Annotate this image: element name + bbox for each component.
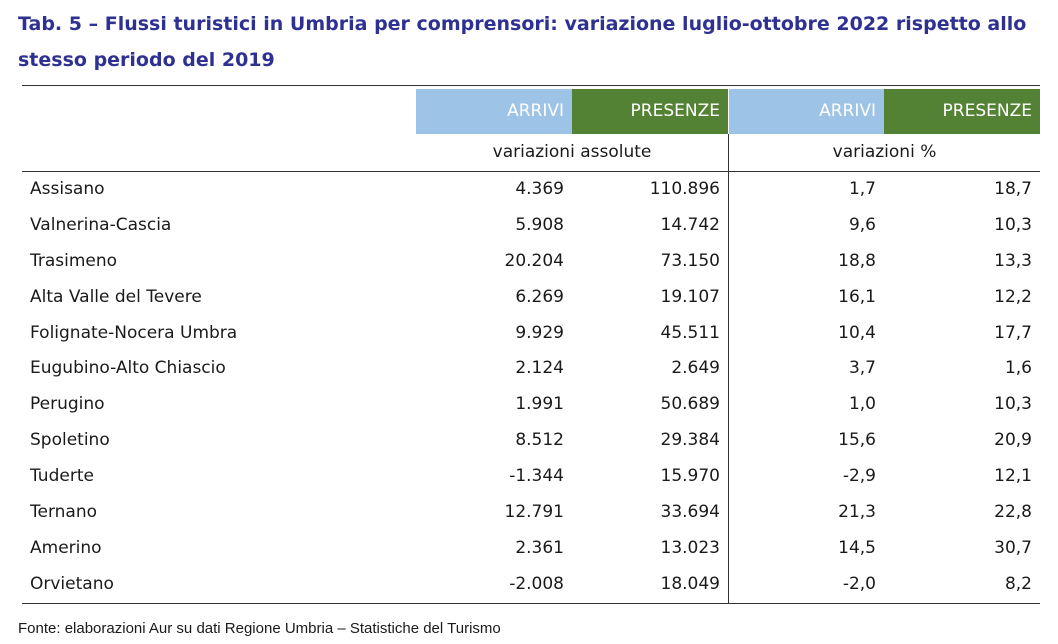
header-arrivi-pct: ARRIVI xyxy=(729,89,884,134)
cell-arrivi-abs: 6.269 xyxy=(515,286,564,307)
row-name: Assisano xyxy=(30,179,105,199)
row-name: Ternano xyxy=(30,502,98,523)
cell-presenze-abs: 15.970 xyxy=(660,466,720,487)
column-divider xyxy=(728,459,729,496)
row-name: Amerino xyxy=(30,537,102,558)
cell-arrivi-abs: 12.791 xyxy=(504,502,564,523)
cell-presenze-abs: 29.384 xyxy=(660,430,720,451)
cell-arrivi-abs: 9.929 xyxy=(515,322,564,343)
table-row: Trasimeno 20.204 73.150 18,8 13,3 xyxy=(22,243,1040,280)
cell-presenze-abs: 13.023 xyxy=(660,537,720,558)
cell-presenze-abs: 33.694 xyxy=(660,502,720,523)
cell-arrivi-pct: -2,0 xyxy=(842,573,876,594)
cell-presenze-abs: 18.049 xyxy=(660,573,720,594)
cell-presenze-pct: 17,7 xyxy=(994,322,1032,343)
cell-arrivi-pct: 1,0 xyxy=(848,394,876,415)
table-row: Alta Valle del Tevere 6.269 19.107 16,1 12,2 xyxy=(22,279,1040,316)
table-title: Tab. 5 – Flussi turistici in Umbria per … xyxy=(18,13,1027,71)
cell-presenze-pct: 10,3 xyxy=(994,394,1032,415)
cell-arrivi-pct: 21,3 xyxy=(838,502,876,523)
cell-arrivi-abs: 2.361 xyxy=(515,537,564,558)
cell-presenze-pct: 8,2 xyxy=(1004,573,1032,594)
column-divider xyxy=(728,387,729,424)
row-name: Orvietano xyxy=(30,573,114,594)
table-row: Valnerina-Cascia 5.908 14.742 9,6 10,3 xyxy=(22,207,1040,244)
table-row: Tuderte -1.344 15.970 -2,9 12,1 xyxy=(22,459,1040,496)
group-label-absolute: variazioni assolute xyxy=(492,142,652,162)
cell-presenze-abs: 73.150 xyxy=(660,250,720,271)
column-divider xyxy=(728,315,729,352)
column-divider xyxy=(728,279,729,316)
table-row: Folignate-Nocera Umbra 9.929 45.511 10,4 17,… xyxy=(22,315,1040,352)
column-divider xyxy=(728,207,729,244)
table-row: Amerino 2.361 13.023 14,5 30,7 xyxy=(22,530,1040,567)
column-divider xyxy=(728,423,729,460)
cell-presenze-abs: 45.511 xyxy=(660,322,720,343)
table-body: Assisano 4.369 110.896 1,7 18,7 Valnerina-Cas… xyxy=(22,172,1040,604)
cell-arrivi-abs: -2.008 xyxy=(509,573,564,594)
header-presenze-abs: PRESENZE xyxy=(572,89,728,134)
cell-presenze-abs: 2.649 xyxy=(671,358,720,379)
row-name: Alta Valle del Tevere xyxy=(30,286,202,307)
subheader-row: variazioni assolute variazioni % xyxy=(22,134,1040,172)
column-divider xyxy=(728,530,729,567)
cell-arrivi-pct: 3,7 xyxy=(848,358,876,379)
cell-arrivi-pct: 1,7 xyxy=(848,179,876,199)
column-divider xyxy=(728,172,729,208)
cell-presenze-pct: 18,7 xyxy=(994,179,1032,199)
column-divider xyxy=(728,351,729,388)
header-presenze-pct: PRESENZE xyxy=(884,89,1040,134)
cell-arrivi-pct: 10,4 xyxy=(838,322,876,343)
column-divider xyxy=(728,243,729,280)
cell-presenze-pct: 22,8 xyxy=(994,502,1032,523)
group-label-percent: variazioni % xyxy=(728,134,1040,171)
row-name: Trasimeno xyxy=(30,250,118,271)
cell-presenze-pct: 30,7 xyxy=(994,537,1032,558)
table-row: Perugino 1.991 50.689 1,0 10,3 xyxy=(22,387,1040,424)
row-name: Eugubino-Alto Chiascio xyxy=(30,358,226,379)
row-name: Tuderte xyxy=(30,466,94,487)
table-row: Spoletino 8.512 29.384 15,6 20,9 xyxy=(22,423,1040,460)
cell-presenze-pct: 20,9 xyxy=(994,430,1032,451)
row-name: Folignate-Nocera Umbra xyxy=(30,322,238,343)
cell-arrivi-pct: 15,6 xyxy=(838,430,876,451)
column-divider xyxy=(728,566,729,603)
column-divider xyxy=(728,495,729,531)
row-name: Perugino xyxy=(30,394,105,415)
cell-arrivi-pct: -2,9 xyxy=(842,466,876,487)
cell-presenze-pct: 10,3 xyxy=(994,214,1032,235)
cell-arrivi-abs: 8.512 xyxy=(515,430,564,451)
row-name: Valnerina-Cascia xyxy=(30,214,172,235)
data-table: ARRIVI PRESENZE ARRIVI PRESENZE variazio… xyxy=(22,85,1040,604)
cell-presenze-abs: 110.896 xyxy=(649,179,720,199)
header-arrivi-abs: ARRIVI xyxy=(416,89,572,134)
table-row: Assisano 4.369 110.896 1,7 18,7 xyxy=(22,172,1040,208)
table-row: Ternano 12.791 33.694 21,3 22,8 xyxy=(22,495,1040,531)
cell-arrivi-pct: 14,5 xyxy=(838,537,876,558)
row-name: Spoletino xyxy=(30,430,110,451)
cell-presenze-pct: 12,1 xyxy=(994,466,1032,487)
cell-presenze-pct: 12,2 xyxy=(994,286,1032,307)
source-note: Fonte: elaborazioni Aur su dati Regione … xyxy=(18,620,501,637)
cell-arrivi-pct: 18,8 xyxy=(838,250,876,271)
cell-arrivi-abs: -1.344 xyxy=(509,466,564,487)
cell-presenze-abs: 50.689 xyxy=(660,394,720,415)
cell-presenze-abs: 19.107 xyxy=(660,286,720,307)
cell-arrivi-abs: 20.204 xyxy=(504,250,564,271)
table-row: Eugubino-Alto Chiascio 2.124 2.649 3,7 1,6 xyxy=(22,351,1040,388)
cell-arrivi-abs: 2.124 xyxy=(515,358,564,379)
header-row: ARRIVI PRESENZE ARRIVI PRESENZE xyxy=(22,86,1040,134)
cell-presenze-pct: 13,3 xyxy=(994,250,1032,271)
cell-arrivi-pct: 16,1 xyxy=(838,286,876,307)
cell-arrivi-pct: 9,6 xyxy=(848,214,876,235)
table-row: Orvietano -2.008 18.049 -2,0 8,2 xyxy=(22,566,1040,603)
cell-arrivi-abs: 1.991 xyxy=(515,394,564,415)
cell-arrivi-abs: 5.908 xyxy=(515,214,564,235)
cell-arrivi-abs: 4.369 xyxy=(515,179,564,199)
cell-presenze-abs: 14.742 xyxy=(660,214,720,235)
cell-presenze-pct: 1,6 xyxy=(1004,358,1032,379)
